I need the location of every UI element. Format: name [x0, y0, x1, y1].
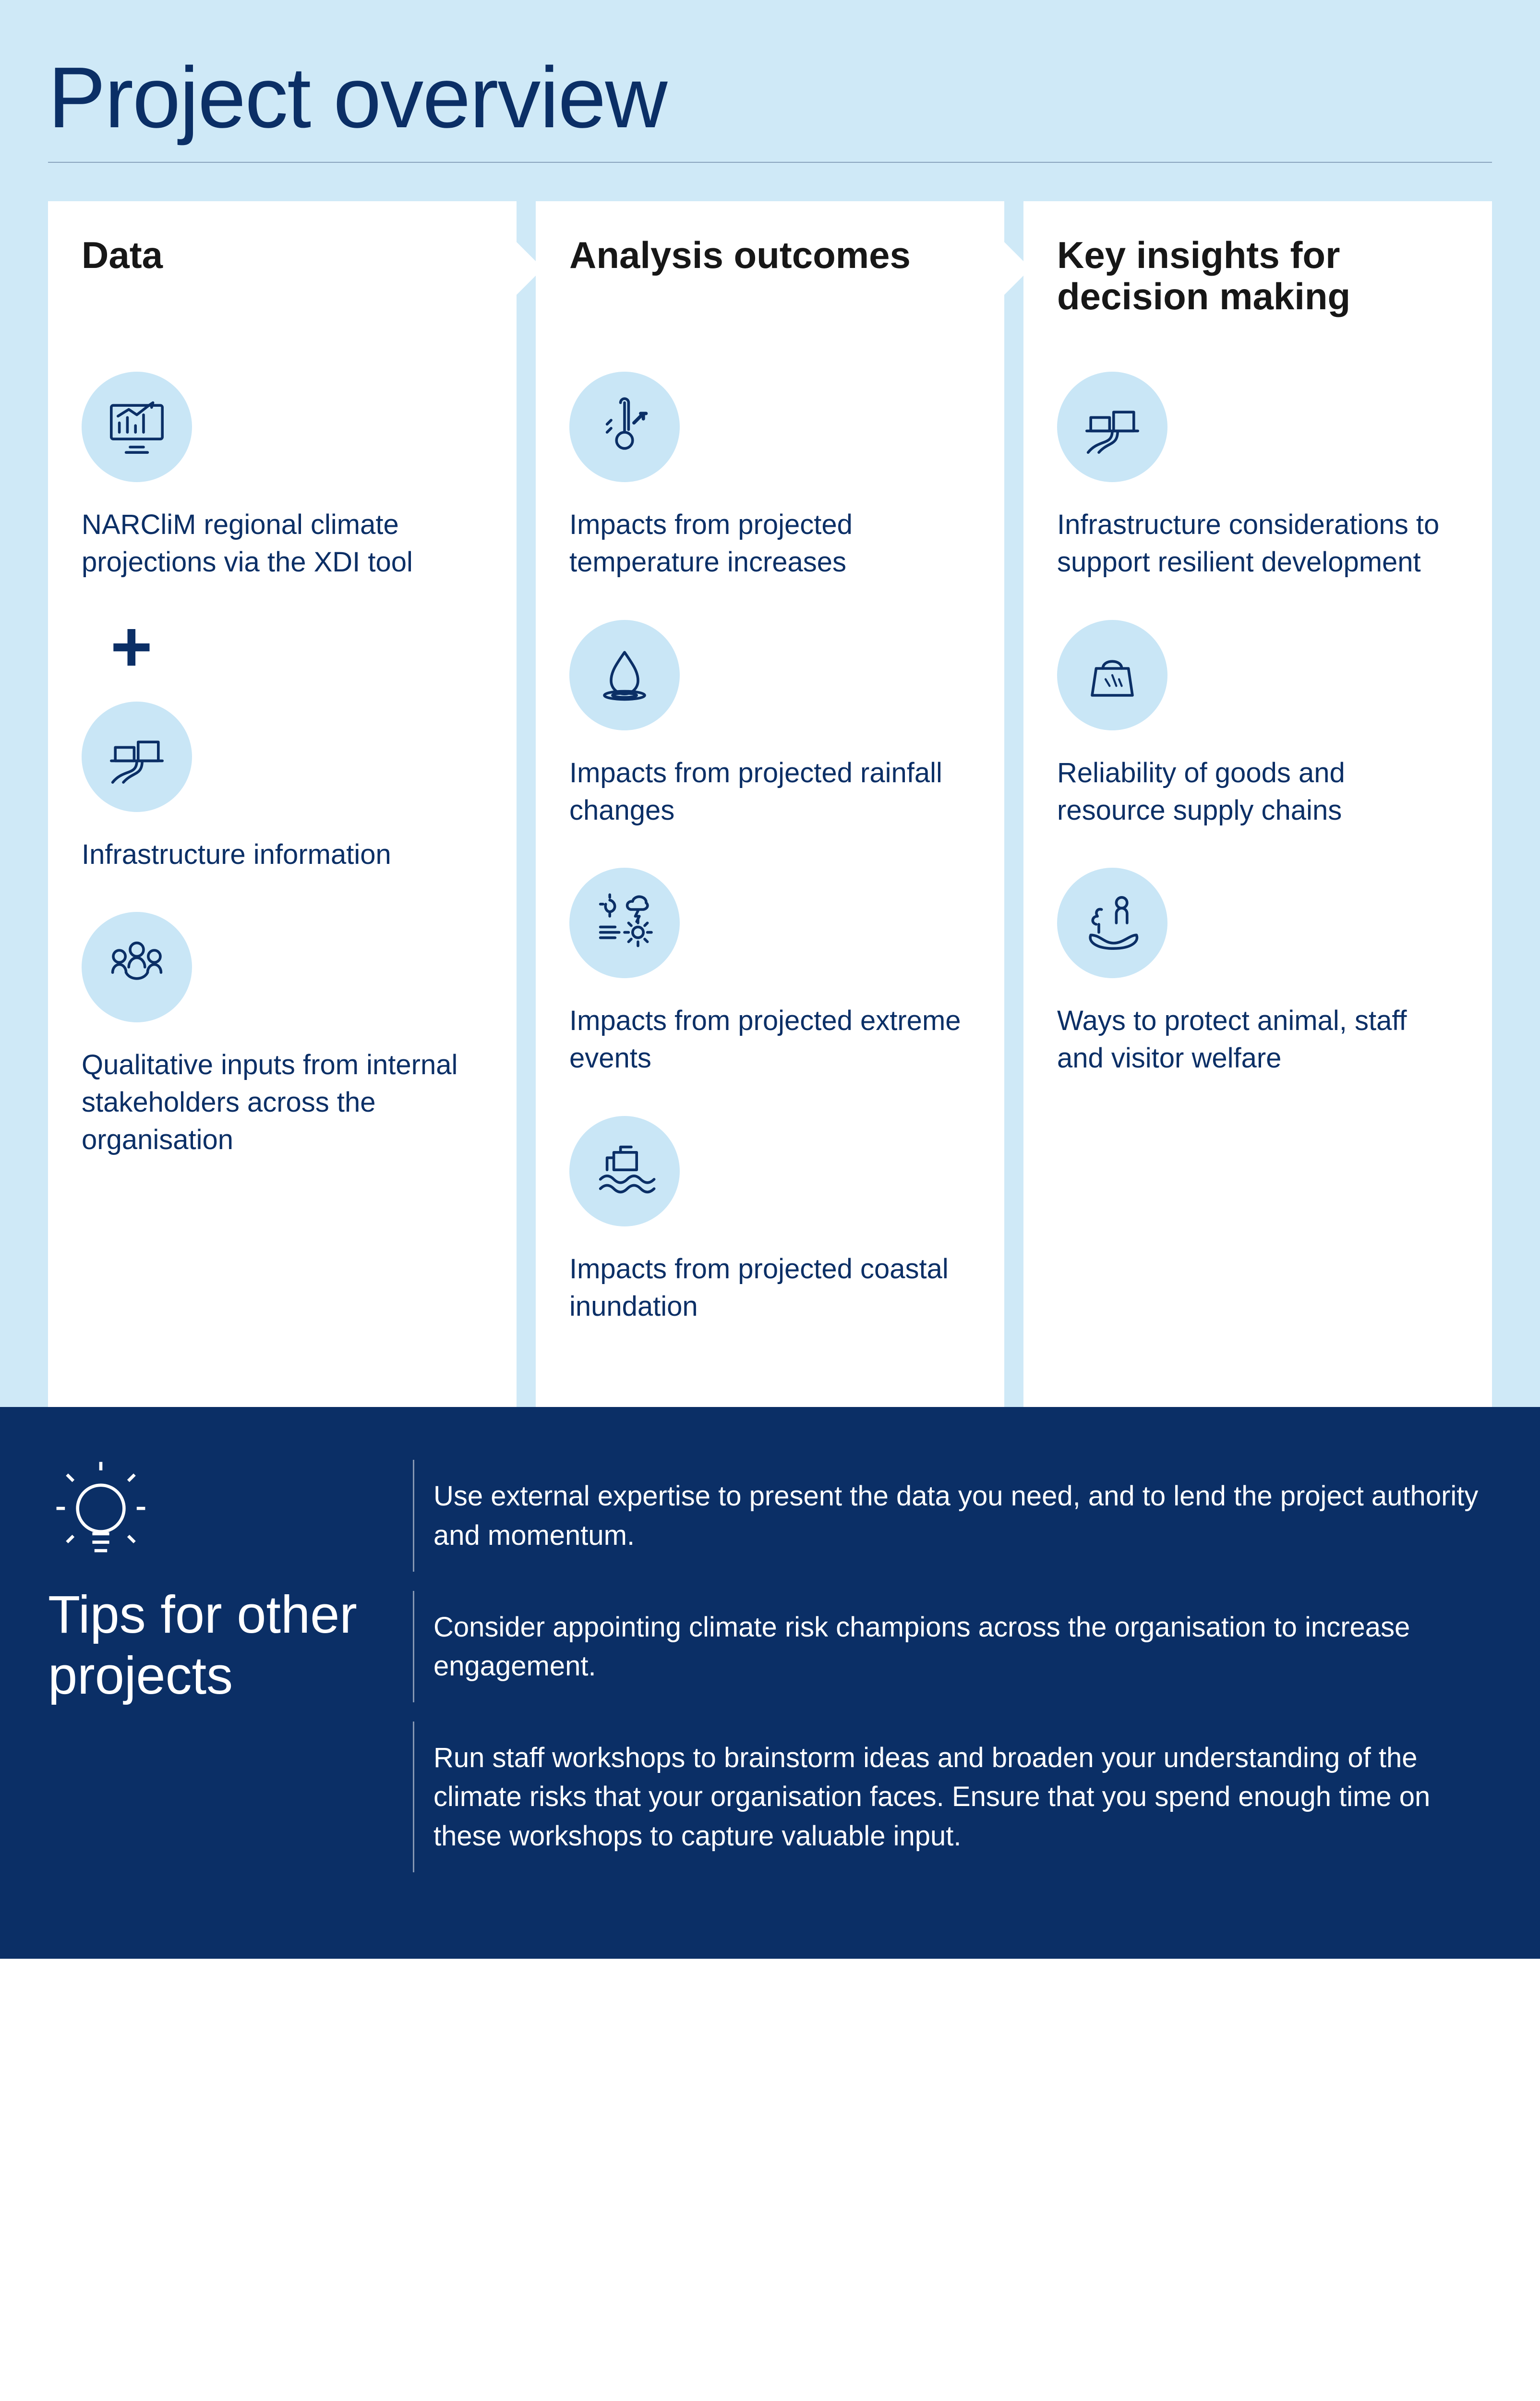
list-item: Infrastructure considerations to support… — [1057, 372, 1458, 582]
monitor-chart-icon — [82, 372, 192, 482]
list-item: Reliability of goods and resource supply… — [1057, 620, 1458, 830]
tip-item: Run staff workshops to brainstorm ideas … — [413, 1722, 1492, 1872]
divider — [48, 162, 1492, 163]
item-text: Qualitative inputs from internal stakeho… — [82, 1046, 483, 1159]
plus-icon: + — [110, 610, 483, 682]
item-text: Impacts from projected rainfall changes — [569, 754, 971, 830]
item-text: Impacts from projected coastal inundatio… — [569, 1250, 971, 1326]
columns-row: Data NARCliM regional climate projection… — [48, 201, 1492, 1407]
list-item: Infrastructure information — [82, 702, 483, 873]
column-analysis: Analysis outcomes Impacts from projected… — [536, 201, 1004, 1407]
tips-list: Use external expertise to present the da… — [413, 1460, 1492, 1891]
water-drop-icon — [569, 620, 680, 730]
list-item: Impacts from projected temperature incre… — [569, 372, 971, 582]
column-heading: Data — [82, 235, 483, 319]
list-item: Qualitative inputs from internal stakeho… — [82, 912, 483, 1159]
item-text: NARCliM regional climate projections via… — [82, 506, 483, 582]
overview-panel: Project overview Data NARCliM regional c… — [0, 0, 1540, 1407]
people-icon — [82, 912, 192, 1022]
tips-heading: Tips for other projects — [48, 1585, 374, 1706]
list-item: Ways to protect animal, staff and visito… — [1057, 868, 1458, 1078]
item-text: Impacts from projected extreme events — [569, 1002, 971, 1078]
list-item: Impacts from projected extreme events — [569, 868, 971, 1078]
tips-panel: Tips for other projects Use external exp… — [0, 1407, 1540, 1958]
tip-item: Consider appointing climate risk champio… — [413, 1591, 1492, 1702]
list-item: Impacts from projected rainfall changes — [569, 620, 971, 830]
coastal-icon — [569, 1116, 680, 1226]
item-text: Ways to protect animal, staff and visito… — [1057, 1002, 1458, 1078]
column-heading: Key insights for decision making — [1057, 235, 1458, 319]
column-heading: Analysis outcomes — [569, 235, 971, 319]
extreme-weather-icon — [569, 868, 680, 978]
item-text: Impacts from projected temperature incre… — [569, 506, 971, 582]
infrastructure-icon — [82, 702, 192, 812]
item-text: Infrastructure information — [82, 836, 483, 873]
column-data: Data NARCliM regional climate projection… — [48, 201, 517, 1407]
tip-item: Use external expertise to present the da… — [413, 1460, 1492, 1571]
list-item: Impacts from projected coastal inundatio… — [569, 1116, 971, 1326]
item-text: Infrastructure considerations to support… — [1057, 506, 1458, 582]
thermometer-icon — [569, 372, 680, 482]
welfare-icon — [1057, 868, 1167, 978]
lightbulb-icon — [48, 1460, 154, 1565]
goods-bag-icon — [1057, 620, 1167, 730]
page-title: Project overview — [48, 48, 1492, 147]
item-text: Reliability of goods and resource supply… — [1057, 754, 1458, 830]
list-item: NARCliM regional climate projections via… — [82, 372, 483, 582]
column-insights: Key insights for decision making Infrast… — [1023, 201, 1492, 1407]
tips-heading-block: Tips for other projects — [48, 1460, 374, 1891]
infrastructure-icon — [1057, 372, 1167, 482]
